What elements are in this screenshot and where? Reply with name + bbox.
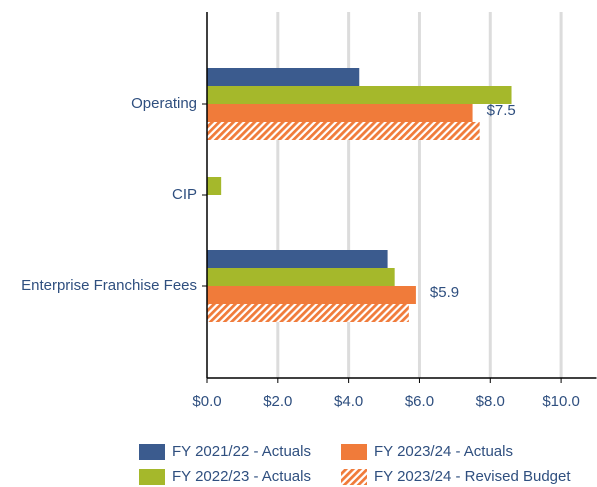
- legend-swatch: [341, 469, 367, 485]
- data-label: $7.5: [487, 102, 516, 119]
- bar: [207, 177, 222, 195]
- x-tick-label: $4.0: [334, 393, 363, 410]
- x-tick-label: $6.0: [405, 393, 434, 410]
- legend-label: FY 2023/24 - Actuals: [374, 443, 513, 460]
- bar: [207, 104, 473, 122]
- y-tick-label: CIP: [172, 186, 197, 203]
- bar: [207, 68, 360, 86]
- legend-swatch: [139, 444, 165, 460]
- y-tick-label: Enterprise Franchise Fees: [21, 277, 197, 294]
- y-tick-label: Operating: [131, 95, 197, 112]
- bar: [207, 268, 395, 286]
- legend-swatch: [139, 469, 165, 485]
- legend-label: FY 2023/24 - Revised Budget: [374, 468, 571, 485]
- legend-label: FY 2021/22 - Actuals: [172, 443, 311, 460]
- bar: [207, 250, 388, 268]
- x-tick-label: $2.0: [263, 393, 292, 410]
- legend-swatch: [341, 444, 367, 460]
- x-tick-label: $0.0: [192, 393, 221, 410]
- legend-label: FY 2022/23 - Actuals: [172, 468, 311, 485]
- x-tick-label: $8.0: [476, 393, 505, 410]
- bar: [207, 286, 416, 304]
- data-label: $5.9: [430, 284, 459, 301]
- bar: [207, 304, 409, 322]
- bar: [207, 122, 480, 140]
- bar: [207, 86, 512, 104]
- x-tick-label: $10.0: [542, 393, 580, 410]
